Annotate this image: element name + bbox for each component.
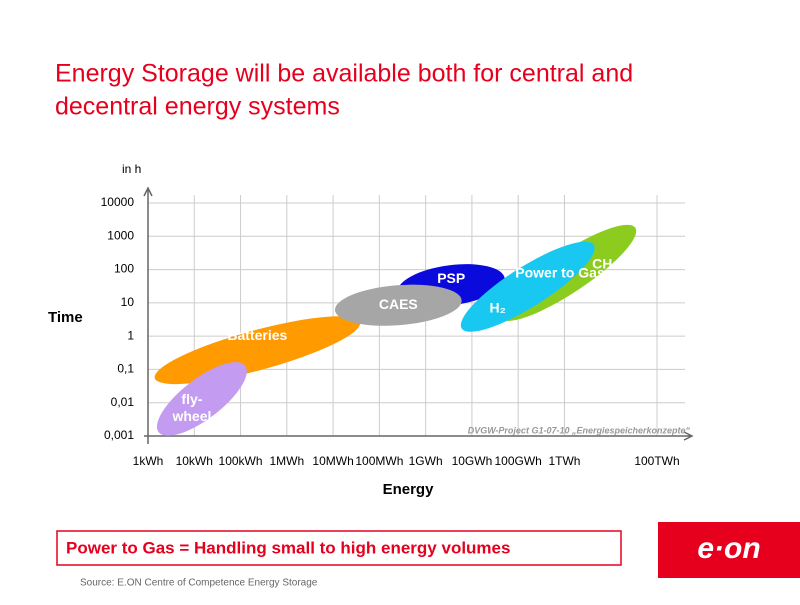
x-tick-label: 100kWh — [219, 454, 263, 468]
region-label: Batteries — [227, 327, 287, 343]
region-label: fly- — [181, 391, 202, 407]
x-tick-label: 100MWh — [355, 454, 403, 468]
region — [156, 362, 247, 436]
footer: Source: E.ON Centre of Competence Energy… — [80, 578, 318, 589]
title-line: decentral energy systems — [55, 93, 340, 121]
region-label: H₂ — [490, 299, 506, 315]
logo-box — [658, 522, 800, 578]
y-tick-label: 1 — [127, 328, 134, 342]
y-tick-label: 0,01 — [111, 395, 135, 409]
x-tick-label: 10MWh — [312, 454, 353, 468]
title-line: Energy Storage will be available both fo… — [55, 60, 633, 88]
highlight-box — [56, 530, 622, 566]
y-unit: in h — [122, 162, 141, 176]
y-tick-label: 1000 — [107, 228, 134, 242]
region-label: CH₄ — [592, 256, 619, 272]
x-tick-label: 1MWh — [269, 454, 304, 468]
x-axis-label: Energy — [383, 481, 435, 498]
source-note: DVGW-Project G1-07-10 „Energiespeicherko… — [468, 425, 691, 435]
x-tick-label: 100GWh — [495, 454, 542, 468]
x-tick-label: 100TWh — [634, 454, 679, 468]
x-tick-label: 10GWh — [452, 454, 493, 468]
y-axis — [143, 186, 153, 444]
highlight-text: Power to Gas = Handling small to high en… — [66, 538, 510, 557]
x-tick-label: 1GWh — [409, 454, 443, 468]
x-tick-label: 10kWh — [176, 454, 213, 468]
region-label: PSP — [437, 270, 465, 286]
region — [460, 241, 595, 332]
logo: e·on — [697, 532, 760, 565]
annotation: Power to Gas — [515, 265, 605, 281]
y-tick-label: 0,1 — [117, 362, 134, 376]
region — [334, 284, 462, 326]
x-axis — [144, 431, 694, 441]
plot: 1kWh 10kWh 100kWh 1MWh 10MWh 100MWh 1GWh 10GWh 1… — [101, 186, 694, 468]
region-label: wheel — [171, 408, 211, 424]
x-tick-label: 1kWh — [133, 454, 164, 468]
region — [154, 316, 361, 385]
y-tick-label: 10000 — [101, 195, 135, 209]
region-label: CAES — [379, 296, 418, 312]
y-tick-label: 0,001 — [104, 428, 134, 442]
x-tick-label: 1TWh — [548, 454, 580, 468]
y-tick-label: 10 — [121, 295, 135, 309]
y-tick-label: 100 — [114, 262, 134, 276]
y-axis-label: Time — [48, 309, 83, 326]
